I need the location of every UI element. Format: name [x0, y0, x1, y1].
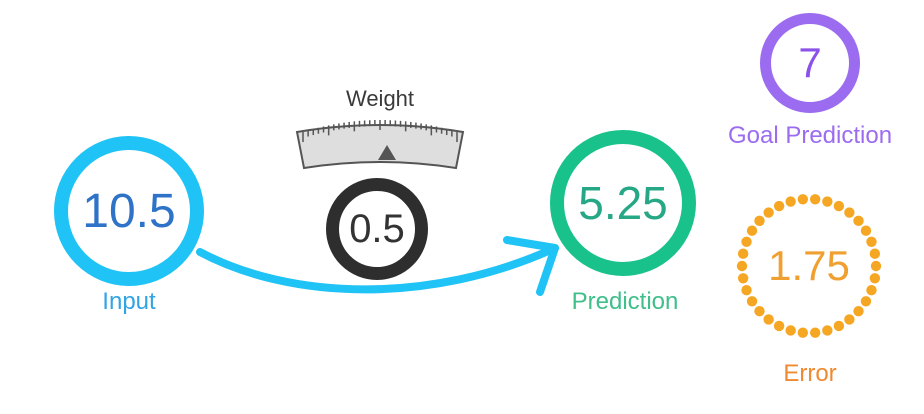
arrow-path: [196, 244, 559, 294]
arrow-head: [503, 236, 559, 296]
gauge-face: [295, 124, 465, 170]
error-dot: [773, 200, 785, 212]
error-node: 1.75: [768, 242, 850, 289]
error-dot: [853, 215, 864, 227]
error-dot: [741, 236, 752, 247]
error-dot: [736, 260, 748, 272]
error-dot: [833, 320, 845, 332]
error-dot: [763, 314, 774, 325]
error-dot: [763, 207, 774, 218]
error-dot: [822, 325, 833, 336]
error-label: Error: [783, 360, 837, 387]
error-dot: [797, 194, 809, 205]
error-dot: [844, 314, 855, 325]
goal-prediction-label: Goal Prediction: [727, 122, 893, 149]
error-dots: [736, 194, 882, 338]
error-dot: [860, 296, 872, 307]
error-dot: [754, 305, 765, 317]
gauge-ticks: [302, 120, 458, 143]
error-dot: [844, 207, 855, 218]
error-dot: [869, 248, 881, 259]
error-dot: [741, 285, 752, 296]
error-dot: [754, 215, 765, 227]
weight-title: Weight: [345, 86, 415, 111]
error-dot: [785, 325, 796, 336]
error-dot: [809, 327, 821, 338]
input-label: Input: [102, 288, 156, 315]
gauge-pointer: [378, 145, 396, 160]
error-dot: [822, 196, 833, 207]
error-dot: [860, 225, 872, 236]
error-dot: [737, 273, 749, 284]
error-dot: [870, 260, 882, 272]
error-dot: [869, 273, 881, 284]
error-dot: [866, 236, 877, 247]
error-dot: [785, 196, 796, 207]
error-dot: [809, 194, 821, 205]
error-dot: [797, 327, 809, 338]
error-dot: [737, 248, 749, 259]
prediction-label: Prediction: [571, 288, 679, 315]
error-dot: [773, 320, 785, 332]
error-dot: [833, 200, 845, 212]
error-dot: [853, 305, 864, 317]
error-dot: [866, 285, 877, 296]
error-dot: [746, 225, 758, 236]
error-dot: [746, 296, 758, 307]
goal-prediction-node: 7: [760, 13, 860, 113]
